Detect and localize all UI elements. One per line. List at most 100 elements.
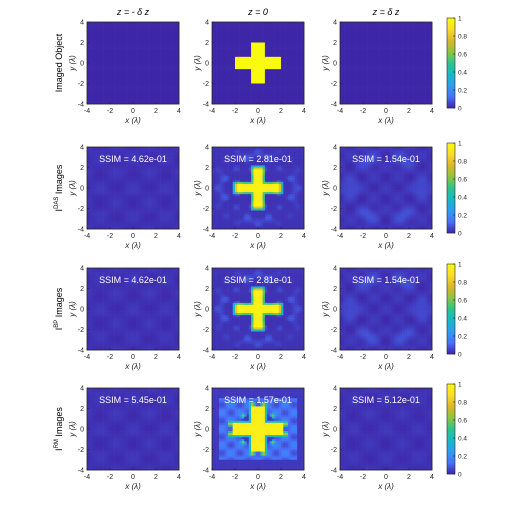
heatmap-cell [163,79,166,81]
heatmap-cell [158,75,161,77]
heatmap-cell [279,49,282,51]
heatmap-cell [414,51,417,53]
heatmap-cell [407,55,410,57]
heatmap-cell [151,79,154,81]
heatmap-cell [265,26,268,28]
heatmap-cell [158,53,161,55]
heatmap-cell [407,79,410,81]
heatmap-cell [299,34,302,36]
heatmap-cell [151,98,154,100]
heatmap-cell [240,75,243,77]
heatmap-cell [286,94,289,96]
heatmap-cell [217,84,220,86]
heatmap-cell [354,51,357,53]
heatmap-cell [135,65,138,67]
heatmap-cell [142,61,145,63]
heatmap-cell [221,88,224,90]
heatmap-cell [135,30,138,32]
heatmap-cell [249,67,252,69]
heatmap-cell [235,84,238,86]
heatmap-cell [138,34,141,36]
heatmap-cell [92,98,95,100]
heatmap-cell [112,51,115,53]
heatmap-cell [219,77,222,79]
heatmap-cell [237,69,240,71]
heatmap-cell [142,77,145,79]
heatmap-cell [138,28,141,30]
heatmap-cell [279,40,282,42]
heatmap-cell [242,86,245,88]
heatmap-cell [299,98,302,100]
heatmap-cell [124,100,127,102]
heatmap-cell [172,75,175,77]
heatmap-cell [117,65,120,67]
heatmap-cell [402,79,405,81]
heatmap-cell [414,59,417,61]
heatmap-cell [115,36,118,38]
heatmap-cell [256,63,259,65]
heatmap-cell [384,30,387,32]
heatmap-cell [89,98,92,100]
heatmap-cell [393,90,396,92]
heatmap-cell [270,84,273,86]
heatmap-cell [224,45,227,47]
heatmap-cell [352,53,355,55]
heatmap-cell [108,65,111,67]
heatmap-cell [94,63,97,65]
heatmap-cell [297,79,300,81]
heatmap-cell [217,96,220,98]
heatmap-cell [274,24,277,26]
heatmap-cell [156,24,159,26]
heatmap-cell [128,40,131,42]
heatmap-cell [276,75,279,77]
heatmap-cell [358,26,361,28]
heatmap-cell [217,51,220,53]
heatmap-cell [249,55,252,57]
heatmap-cell [274,86,277,88]
heatmap-cell [247,79,250,81]
heatmap-cell [99,28,102,30]
heatmap-cell [404,92,407,94]
heatmap-cell [423,53,426,55]
heatmap-cell [409,92,412,94]
heatmap-cell [119,77,122,79]
heatmap-cell [377,61,380,63]
heatmap-cell [414,79,417,81]
heatmap-cell [128,51,131,53]
heatmap-cell [272,67,275,69]
heatmap-cell [99,98,102,100]
heatmap-cell [386,47,389,49]
heatmap-cell [368,26,371,28]
heatmap-cell [133,77,136,79]
heatmap-cell [352,49,355,51]
heatmap-cell [103,45,106,47]
heatmap-cell [381,96,384,98]
heatmap-cell [425,59,428,61]
heatmap-cell [407,24,410,26]
heatmap-cell [253,47,256,49]
heatmap-cell [249,30,252,32]
heatmap-cell [145,24,148,26]
heatmap-cell [365,75,368,77]
heatmap-cell [260,71,263,73]
heatmap-cell [142,28,145,30]
heatmap-cell [418,61,421,63]
heatmap-cell [256,94,259,96]
heatmap-cell [112,88,115,90]
heatmap-cell [393,98,396,100]
heatmap-cell [221,98,224,100]
heatmap-cell [347,59,350,61]
heatmap-cell [119,71,122,73]
heatmap-cell [349,40,352,42]
heatmap-cell [99,47,102,49]
heatmap-cell [249,75,252,77]
heatmap-cell [147,49,150,51]
heatmap-cell [138,67,141,69]
heatmap-cell [418,53,421,55]
heatmap-cell [131,69,134,71]
heatmap-cell [365,45,368,47]
heatmap-cell [404,77,407,79]
heatmap-cell [375,61,378,63]
heatmap-cell [163,47,166,49]
heatmap-cell [384,55,387,57]
